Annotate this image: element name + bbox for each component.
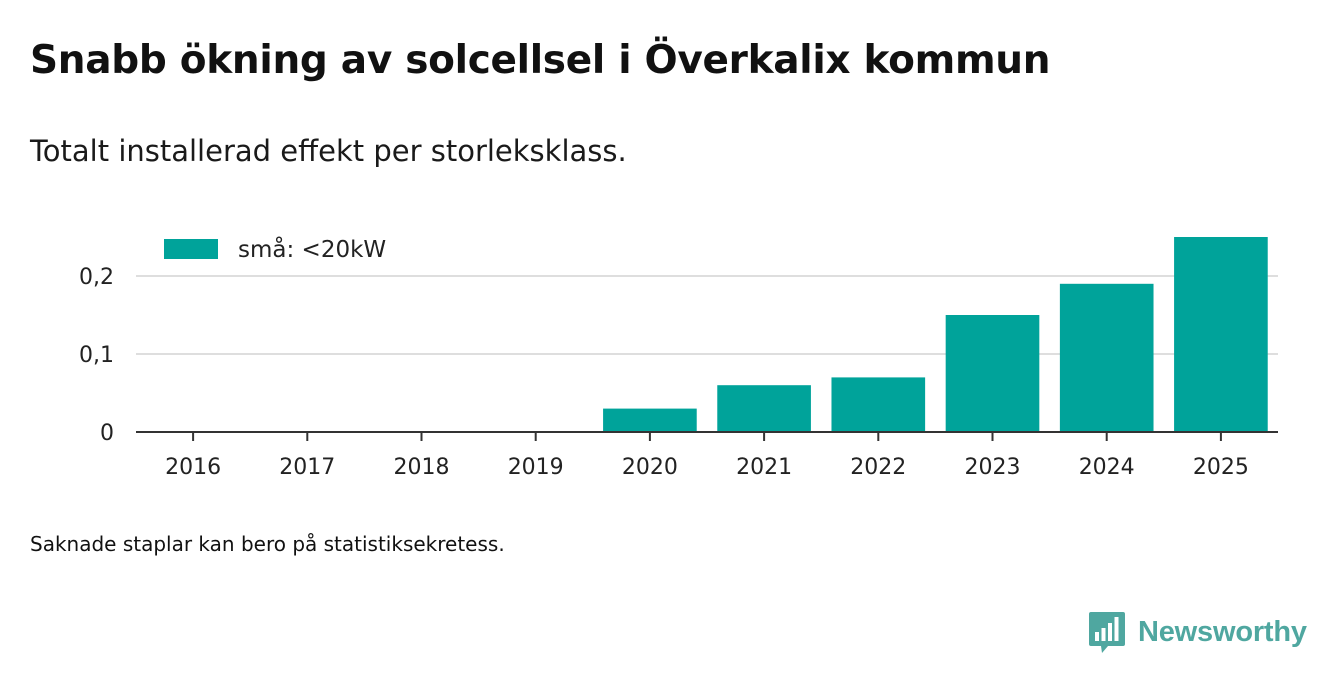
x-tick-label: 2021 xyxy=(736,455,792,480)
legend-swatch xyxy=(164,239,218,259)
chart-title: Snabb ökning av solcellsel i Överkalix k… xyxy=(30,38,1051,83)
newsworthy-logo-icon xyxy=(1089,612,1125,653)
x-tick-label: 2024 xyxy=(1079,455,1135,480)
legend: små: <20kW xyxy=(164,235,386,263)
y-tick-label: 0 xyxy=(100,421,114,446)
bar-2022 xyxy=(831,377,926,432)
bar-2020 xyxy=(603,408,697,432)
x-tick-label: 2025 xyxy=(1193,455,1249,480)
brand-name: Newsworthy xyxy=(1138,615,1307,648)
bars xyxy=(603,237,1268,432)
chart-subtitle: Totalt installerad effekt per storlekskl… xyxy=(30,134,627,168)
x-tick-label: 2018 xyxy=(394,455,450,480)
bar-2021 xyxy=(717,385,811,432)
x-tick-label: 2019 xyxy=(508,455,564,480)
bar-2025 xyxy=(1174,237,1268,432)
y-tick-label: 0,1 xyxy=(79,343,114,368)
bar-2024 xyxy=(1059,283,1154,432)
axes: 0 0,1 0,2 2016 2017 2018 2019 2020 2021 2022 2023 2… xyxy=(79,265,1278,480)
x-tick-label: 2017 xyxy=(279,455,335,480)
x-tick-label: 2016 xyxy=(165,455,221,480)
y-tick-label: 0,2 xyxy=(79,265,114,290)
bar-2023 xyxy=(945,315,1040,432)
x-tick-label: 2020 xyxy=(622,455,678,480)
brand-logo: Newsworthy xyxy=(1088,610,1307,654)
footnote: Saknade staplar kan bero på statistiksek… xyxy=(30,532,505,556)
legend-label: små: <20kW xyxy=(238,235,386,263)
x-tick-label: 2022 xyxy=(850,455,906,480)
x-tick-label: 2023 xyxy=(965,455,1021,480)
